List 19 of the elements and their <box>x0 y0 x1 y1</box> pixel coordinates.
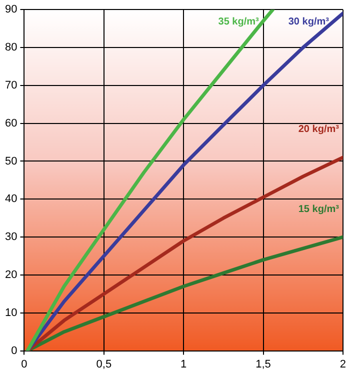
y-tick-label: 80 <box>4 42 18 54</box>
y-tick-label: 50 <box>4 155 18 168</box>
y-tick-label: 90 <box>4 4 18 16</box>
y-tick-label: 0 <box>11 344 18 357</box>
y-tick-label: 30 <box>4 231 18 244</box>
y-tick-label: 10 <box>4 306 18 319</box>
text: 15 kg/m³ <box>298 204 340 215</box>
y-tick-label: 70 <box>4 79 18 92</box>
y-tick-label: 20 <box>4 269 18 282</box>
x-tick-label: 2 <box>340 358 346 370</box>
series-label: 30 kg/m³ <box>288 16 330 28</box>
y-tick-label: 60 <box>4 117 18 130</box>
x-tick-label: 0,5 <box>96 358 112 370</box>
series-label: 35 kg/m³ <box>218 16 260 28</box>
text: 20 kg/m³ <box>298 124 340 136</box>
y-tick-label: 40 <box>4 193 18 206</box>
x-tick-label: 1 <box>180 358 187 370</box>
x-tick-label: 0 <box>21 358 28 370</box>
x-tick-label: 1,5 <box>256 358 271 370</box>
